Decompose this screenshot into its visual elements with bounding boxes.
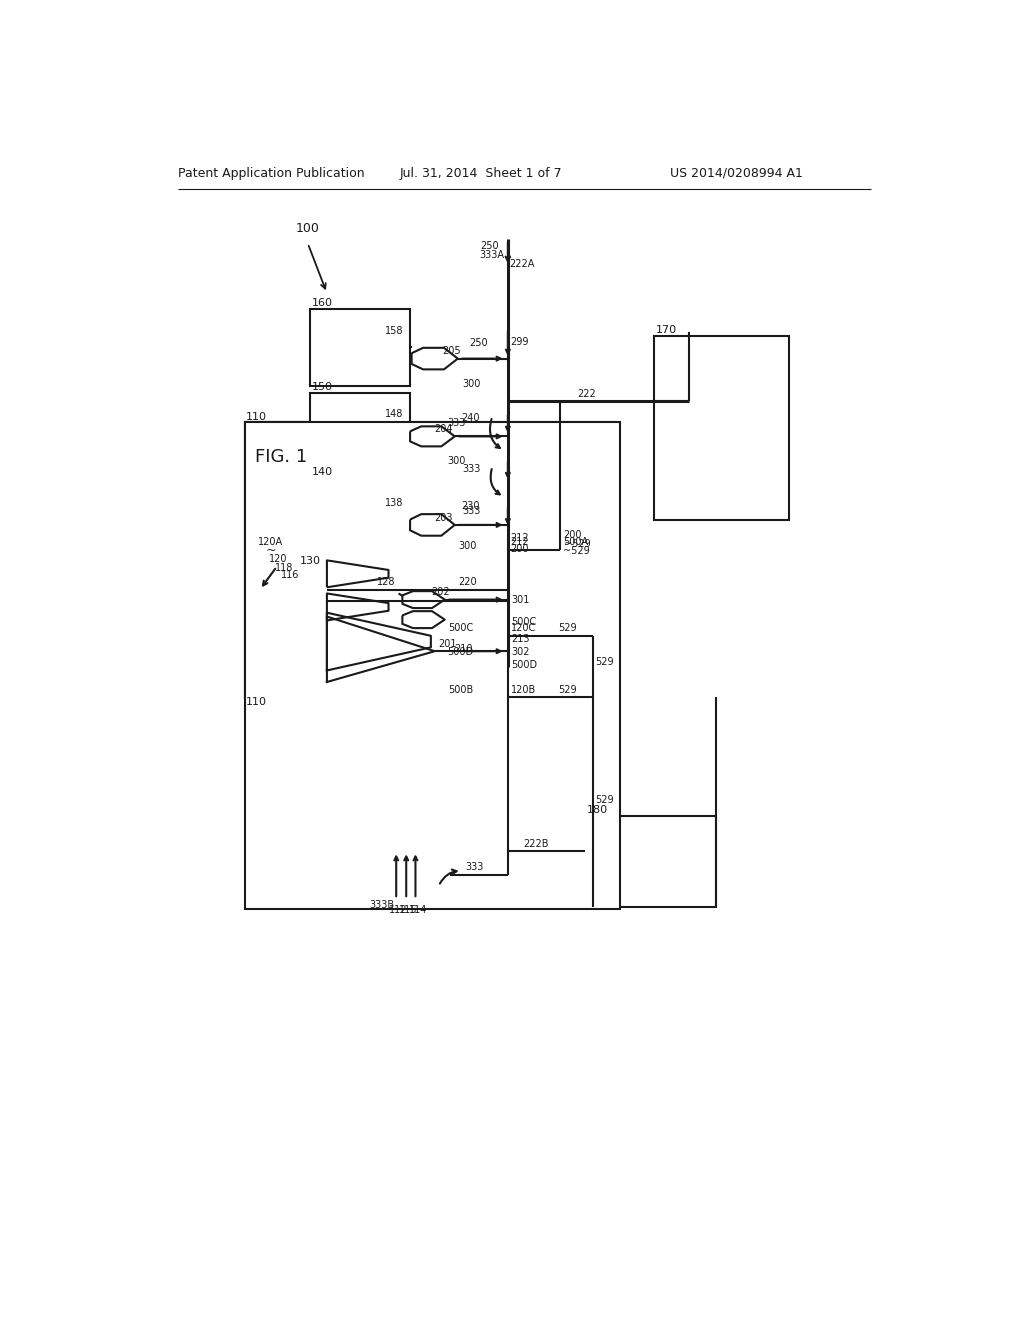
- Text: 100: 100: [296, 222, 319, 235]
- Text: 160: 160: [311, 298, 333, 308]
- Text: 222A: 222A: [509, 259, 535, 269]
- Text: 110: 110: [246, 412, 267, 422]
- Text: 115: 115: [398, 906, 417, 915]
- Text: 130: 130: [300, 556, 321, 566]
- Text: 333: 333: [463, 507, 481, 516]
- Text: 120B: 120B: [511, 685, 537, 696]
- Text: 203: 203: [435, 512, 454, 523]
- Text: 148: 148: [385, 409, 403, 418]
- Text: 170: 170: [655, 325, 677, 335]
- Bar: [310, 393, 410, 466]
- Text: 158: 158: [385, 326, 403, 335]
- Text: 212: 212: [510, 533, 528, 544]
- Text: 222: 222: [578, 388, 596, 399]
- Bar: [245, 422, 614, 697]
- Text: 300: 300: [459, 541, 477, 552]
- Bar: [310, 309, 410, 385]
- Bar: [654, 335, 788, 520]
- Text: 333B: 333B: [370, 900, 394, 909]
- Text: 333: 333: [447, 418, 466, 428]
- Text: 212: 212: [510, 537, 528, 548]
- Text: 116: 116: [281, 570, 299, 581]
- Text: 250: 250: [469, 338, 488, 348]
- Text: 210: 210: [454, 644, 472, 655]
- Text: ~: ~: [265, 544, 275, 557]
- Text: 300: 300: [463, 379, 481, 389]
- Text: 500B: 500B: [447, 685, 473, 696]
- Text: 202: 202: [431, 587, 450, 598]
- Text: 529: 529: [558, 623, 577, 634]
- Text: 180: 180: [587, 805, 607, 816]
- Text: 500C: 500C: [447, 623, 473, 634]
- Bar: [505, 632, 511, 639]
- Text: 205: 205: [442, 346, 461, 356]
- Text: 500C: 500C: [511, 616, 537, 627]
- Text: FIG. 1: FIG. 1: [255, 449, 307, 466]
- Text: 110: 110: [246, 697, 267, 708]
- Text: 128: 128: [377, 577, 395, 586]
- Bar: [327, 490, 481, 528]
- Text: 112: 112: [388, 906, 407, 915]
- Text: 302: 302: [511, 647, 529, 657]
- Text: 213: 213: [511, 634, 529, 644]
- Text: 138: 138: [385, 498, 403, 508]
- Text: 200: 200: [563, 529, 582, 540]
- Text: 240: 240: [462, 413, 480, 424]
- Text: 529: 529: [595, 795, 613, 805]
- Text: Patent Application Publication: Patent Application Publication: [178, 166, 365, 180]
- Text: ~529: ~529: [564, 539, 591, 549]
- Text: 301: 301: [511, 595, 529, 605]
- Text: 333A: 333A: [479, 249, 504, 260]
- Text: 333: 333: [466, 862, 484, 873]
- Text: 333: 333: [463, 465, 481, 474]
- Text: US 2014/0208994 A1: US 2014/0208994 A1: [670, 166, 803, 180]
- Text: 222B: 222B: [523, 840, 549, 849]
- Text: 120C: 120C: [511, 623, 537, 634]
- Text: 120: 120: [269, 554, 288, 564]
- Text: 500D: 500D: [447, 647, 473, 656]
- Text: 500A: 500A: [563, 537, 589, 548]
- Text: Jul. 31, 2014  Sheet 1 of 7: Jul. 31, 2014 Sheet 1 of 7: [400, 166, 562, 180]
- Text: 201: 201: [438, 639, 457, 649]
- Text: 300: 300: [447, 457, 466, 466]
- Bar: [292, 640, 325, 655]
- Text: 204: 204: [435, 424, 454, 434]
- Text: 140: 140: [311, 467, 333, 478]
- Text: 150: 150: [311, 383, 333, 392]
- Text: 220: 220: [458, 577, 476, 586]
- Text: 120A: 120A: [258, 537, 283, 548]
- Bar: [505, 656, 511, 663]
- Text: 250: 250: [480, 240, 499, 251]
- Text: 200: 200: [510, 544, 528, 554]
- Text: 299: 299: [510, 337, 528, 347]
- Bar: [366, 851, 451, 899]
- Bar: [585, 816, 716, 907]
- Bar: [245, 422, 326, 697]
- Text: 114: 114: [410, 906, 428, 915]
- Text: 118: 118: [275, 562, 294, 573]
- Bar: [505, 694, 511, 701]
- Bar: [298, 566, 398, 640]
- Text: 529: 529: [558, 685, 577, 696]
- Text: 529: 529: [595, 656, 613, 667]
- Bar: [245, 422, 620, 909]
- Bar: [557, 546, 563, 553]
- Text: ~529: ~529: [563, 546, 590, 557]
- Text: 230: 230: [462, 502, 480, 511]
- Bar: [310, 478, 410, 558]
- Text: 500D: 500D: [511, 660, 537, 671]
